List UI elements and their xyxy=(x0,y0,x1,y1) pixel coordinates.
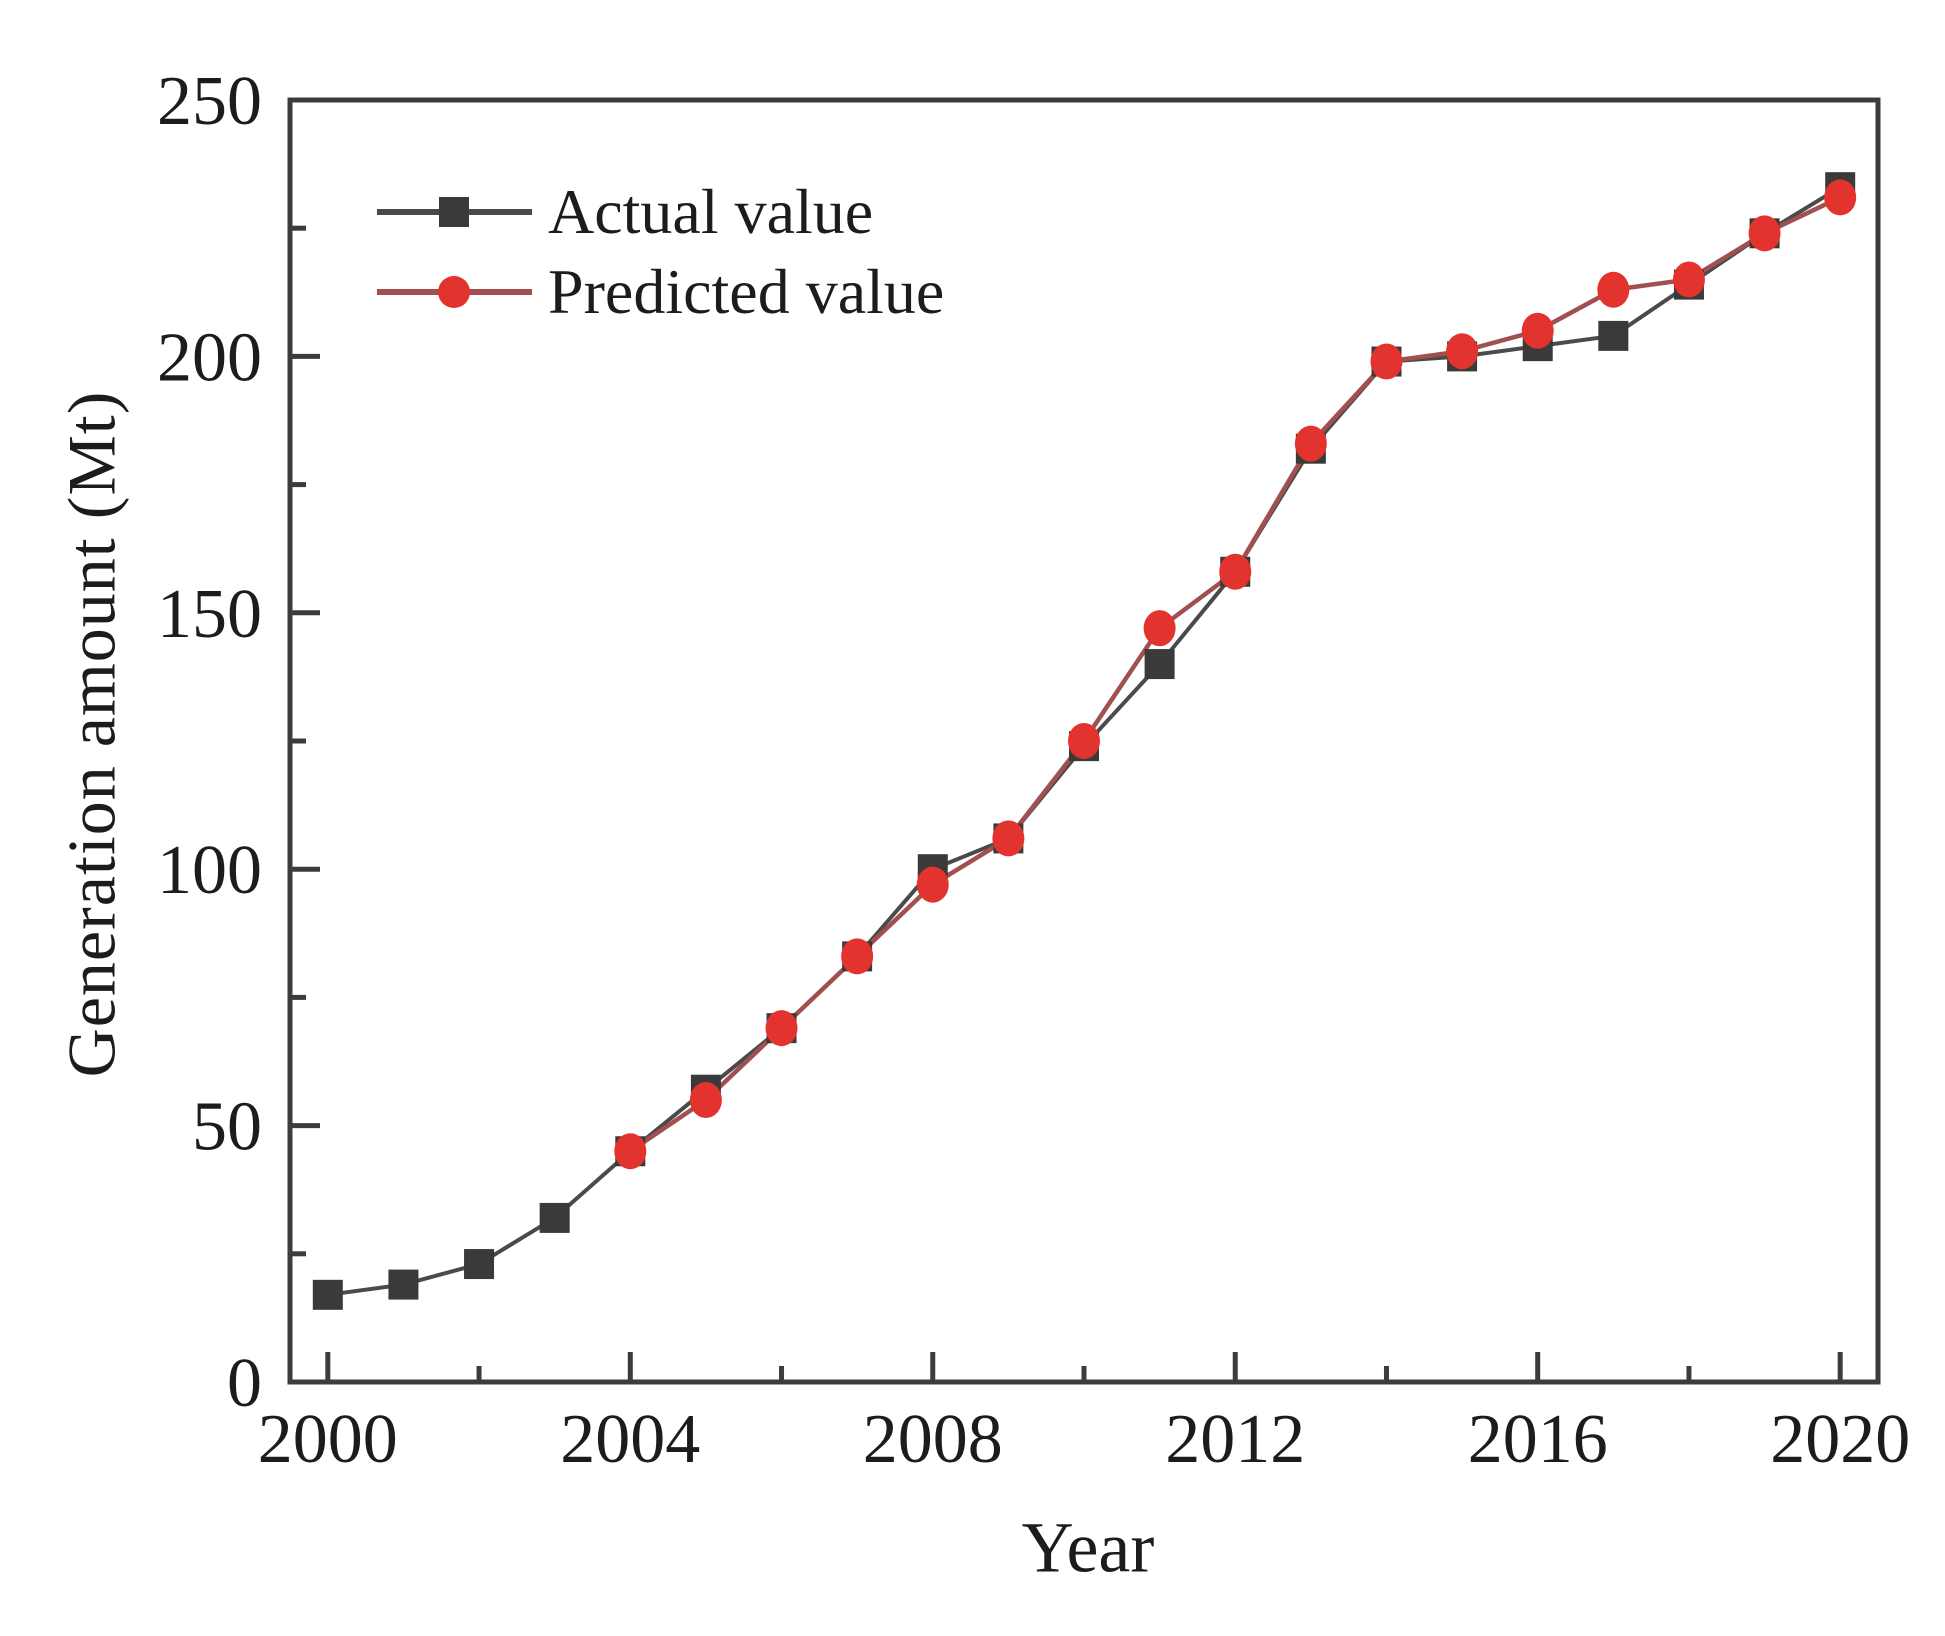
legend-label-actual: Actual value xyxy=(548,176,874,247)
predicted-marker xyxy=(765,1010,798,1047)
y-tick-label: 250 xyxy=(157,63,262,140)
predicted-line-sample xyxy=(377,272,532,312)
legend-label-predicted: Predicted value xyxy=(548,256,945,327)
actual-marker xyxy=(464,1249,495,1280)
predicted-marker xyxy=(992,820,1025,857)
predicted-marker xyxy=(1294,425,1327,462)
predicted-line xyxy=(629,195,1842,1154)
x-tick-label: 2016 xyxy=(1468,1401,1608,1478)
x-tick-label: 2000 xyxy=(258,1401,398,1478)
predicted-marker xyxy=(1446,333,1479,370)
actual-marker xyxy=(312,1279,343,1310)
predicted-marker xyxy=(1521,312,1554,349)
predicted-marker xyxy=(1748,215,1781,252)
actual-marker xyxy=(388,1269,419,1300)
x-tick-label: 2020 xyxy=(1770,1401,1910,1478)
predicted-marker xyxy=(1672,261,1705,298)
predicted-marker xyxy=(1068,723,1100,759)
y-tick-label: 200 xyxy=(157,319,262,396)
circle-marker-icon xyxy=(438,276,470,308)
predicted-marker xyxy=(1824,179,1857,216)
predicted-marker xyxy=(1143,610,1176,647)
plot-frame xyxy=(287,97,1881,1385)
predicted-marker xyxy=(1219,553,1252,590)
legend-item-predicted: Predicted value xyxy=(377,252,944,332)
x-tick-label: 2012 xyxy=(1165,1401,1305,1478)
actual-marker xyxy=(539,1202,570,1233)
x-tick-label: 2008 xyxy=(863,1401,1003,1478)
actual-marker xyxy=(1598,320,1629,351)
legend-item-actual: Actual value xyxy=(377,172,944,252)
actual-marker xyxy=(1144,649,1175,680)
x-axis-title: Year xyxy=(1021,1507,1155,1588)
y-tick-label: 0 xyxy=(227,1345,262,1422)
predicted-marker xyxy=(916,866,949,903)
legend: Actual value Predicted value xyxy=(377,172,944,332)
predicted-marker xyxy=(689,1081,722,1118)
y-tick-label: 100 xyxy=(157,832,262,909)
predicted-marker xyxy=(841,938,874,975)
predicted-marker xyxy=(1597,271,1630,308)
y-tick-label: 50 xyxy=(192,1089,262,1166)
square-marker-icon xyxy=(439,197,469,227)
actual-line-sample xyxy=(377,192,532,232)
predicted-marker xyxy=(614,1133,647,1170)
y-axis-title: Generation amount (Mt) xyxy=(53,390,130,1078)
predicted-marker xyxy=(1370,343,1403,380)
y-tick-label: 150 xyxy=(157,576,262,653)
x-tick-label: 2004 xyxy=(560,1401,700,1478)
